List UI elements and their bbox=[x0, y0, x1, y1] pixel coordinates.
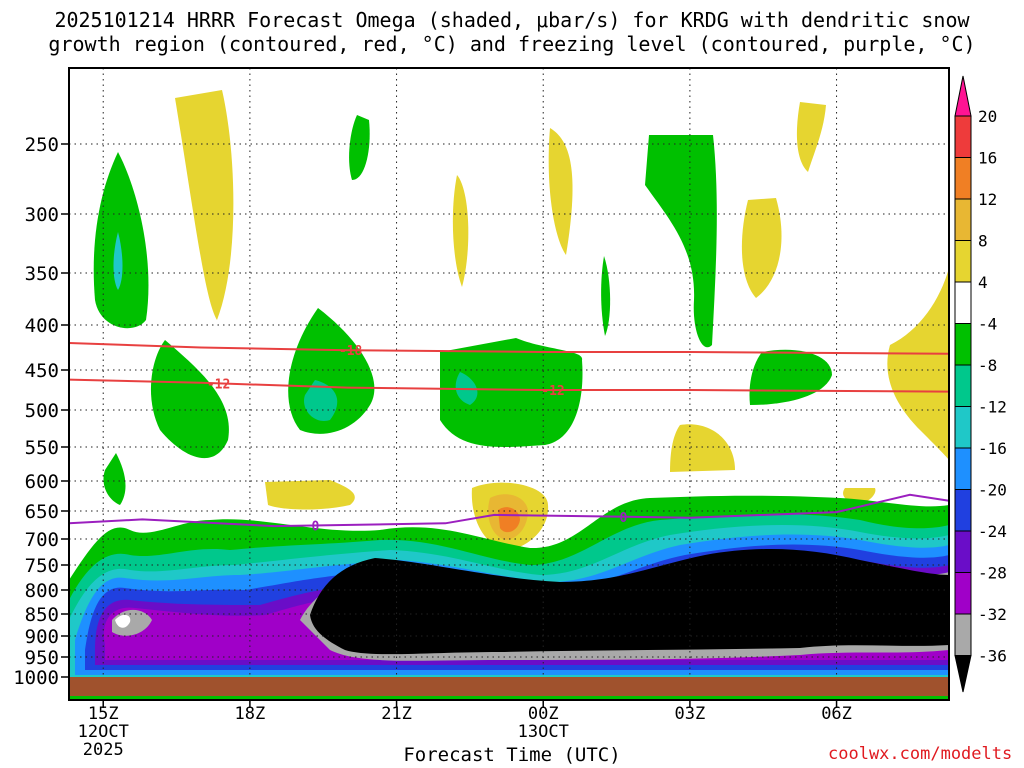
colorbar-label: 20 bbox=[978, 107, 997, 126]
omega-yellow-blob bbox=[670, 424, 735, 472]
colorbar-swatch bbox=[954, 198, 972, 241]
contour-line bbox=[68, 378, 950, 393]
x-tick-label: 18Z bbox=[235, 704, 266, 724]
contour-label: 0 bbox=[619, 511, 627, 526]
x-tick-label: 15Z bbox=[88, 704, 119, 724]
chart-title-line-1: 2025101214 HRRR Forecast Omega (shaded, … bbox=[54, 8, 970, 32]
lower-level-ascent-band bbox=[69, 495, 949, 700]
x-axis-label: Forecast Time (UTC) bbox=[403, 744, 621, 766]
plot-frame bbox=[68, 67, 950, 701]
y-tick-label: 750 bbox=[25, 555, 59, 577]
contour-line bbox=[68, 342, 950, 355]
omega-teal-blob bbox=[113, 232, 123, 290]
omega-yellow-blob bbox=[175, 90, 234, 320]
x-tick-sublabel: 13OCT bbox=[518, 722, 569, 742]
temperature-contours: -18 -12 -12 0 0 bbox=[68, 342, 950, 534]
y-tick-label: 900 bbox=[25, 626, 59, 648]
y-tick-label: 350 bbox=[25, 263, 59, 285]
omega-green-blob bbox=[349, 115, 370, 180]
colorbar-swatch bbox=[954, 323, 972, 366]
contour-label: -18 bbox=[339, 344, 363, 359]
y-tick-label: 800 bbox=[25, 580, 59, 602]
colorbar-label: -32 bbox=[978, 605, 1007, 624]
colorbar-label: -8 bbox=[978, 356, 997, 375]
omega-green-blob bbox=[150, 340, 229, 459]
omega-white-pocket bbox=[115, 614, 131, 628]
y-tick-label: 700 bbox=[25, 529, 59, 551]
colorbar-swatch bbox=[954, 613, 972, 656]
omega-yellow-blob bbox=[452, 175, 469, 287]
omega-green-blob bbox=[93, 152, 149, 329]
y-tick-label: 300 bbox=[25, 204, 59, 226]
colorbar-swatch bbox=[954, 530, 972, 573]
x-tick-sublabel: 12OCT bbox=[78, 722, 129, 742]
colorbar-swatch bbox=[954, 489, 972, 532]
y-tick-label: 600 bbox=[25, 471, 59, 493]
omega-yellow-blob bbox=[887, 268, 949, 460]
omega-yellow-blob bbox=[548, 128, 573, 255]
y-tick-label: 500 bbox=[25, 400, 59, 422]
colorbar-label: -36 bbox=[978, 647, 1007, 666]
ground-strip bbox=[69, 677, 949, 696]
colorbar-top-arrow bbox=[954, 75, 972, 117]
colorbar-label: -28 bbox=[978, 564, 1007, 583]
colorbar-swatch bbox=[954, 240, 972, 283]
colorbar-swatch bbox=[954, 281, 972, 324]
omega-green-blob bbox=[645, 135, 717, 348]
contour-line bbox=[68, 493, 950, 528]
mid-level-omega-blobs bbox=[103, 268, 949, 550]
y-tick-label: 450 bbox=[25, 360, 59, 382]
y-axis: 2503003504004505005506006507007508008509… bbox=[13, 134, 69, 689]
colorbar-swatch bbox=[954, 157, 972, 200]
colorbar-bottom-arrow bbox=[954, 655, 972, 693]
omega-green-blob bbox=[440, 338, 583, 447]
y-tick-label: 400 bbox=[25, 315, 59, 337]
omega-band-black-core bbox=[310, 548, 949, 655]
colorbar-label: -24 bbox=[978, 522, 1007, 541]
omega-yellow-blob bbox=[796, 102, 826, 172]
chart-title-line-2: growth region (contoured, red, °C) and f… bbox=[48, 32, 976, 56]
colorbar-swatch bbox=[954, 447, 972, 490]
colorbar-label: -4 bbox=[978, 315, 997, 334]
colorbar-label: 8 bbox=[978, 232, 988, 251]
credit-link[interactable]: coolwx.com/modelts bbox=[828, 744, 1013, 764]
omega-green-blob bbox=[601, 256, 611, 336]
colorbar-swatch bbox=[954, 115, 972, 158]
colorbar-label: -12 bbox=[978, 398, 1007, 417]
y-tick-label: 1000 bbox=[13, 667, 59, 689]
colorbar-label: 4 bbox=[978, 273, 988, 292]
contour-label: 0 bbox=[311, 519, 319, 534]
x-tick-label: 06Z bbox=[821, 704, 852, 724]
colorbar-label: 12 bbox=[978, 190, 997, 209]
x-tick-label: 03Z bbox=[675, 704, 706, 724]
omega-green-blob bbox=[103, 453, 126, 505]
y-tick-label: 650 bbox=[25, 501, 59, 523]
y-tick-label: 550 bbox=[25, 437, 59, 459]
colorbar-swatch bbox=[954, 572, 972, 615]
x-tick-label: 21Z bbox=[381, 704, 412, 724]
contour-label: -12 bbox=[541, 384, 564, 399]
omega-orange-core bbox=[498, 507, 520, 533]
colorbar: 20 16 12 8 4 -4 -8 -12 -16 -20 -24 -28 -32 -36 bbox=[954, 75, 1007, 693]
omega-teal-blob bbox=[304, 380, 338, 421]
colorbar-label: -16 bbox=[978, 439, 1007, 458]
x-tick-label: 00Z bbox=[528, 704, 559, 724]
omega-yellow-blob bbox=[265, 480, 355, 510]
y-tick-label: 950 bbox=[25, 647, 59, 669]
y-tick-label: 250 bbox=[25, 134, 59, 156]
colorbar-swatch bbox=[954, 364, 972, 407]
colorbar-label: -20 bbox=[978, 481, 1007, 500]
y-tick-label: 850 bbox=[25, 604, 59, 626]
colorbar-label: 16 bbox=[978, 149, 997, 168]
gridlines bbox=[69, 68, 949, 677]
contour-label: -12 bbox=[207, 377, 230, 392]
colorbar-swatch bbox=[954, 406, 972, 449]
x-tick-sublabel: 2025 bbox=[83, 740, 124, 760]
